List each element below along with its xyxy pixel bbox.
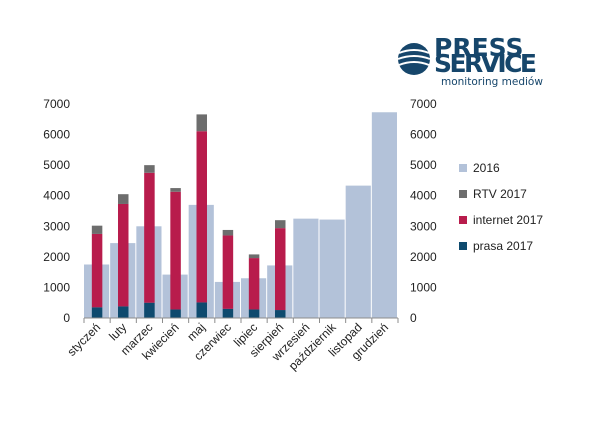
y-tick-label-left: 1000 (43, 280, 70, 294)
y-tick-label-right: 0 (410, 311, 417, 325)
bar-rtv-2017 (275, 220, 286, 229)
legend-label: 2016 (473, 161, 500, 175)
y-tick-label-right: 4000 (410, 189, 437, 203)
bar-rtv-2017 (196, 114, 207, 132)
y-tick-label-right: 7000 (410, 97, 437, 111)
bar-rtv-2017 (144, 165, 155, 173)
bar-prasa-2017 (222, 308, 234, 318)
press-service-logo: PRESS SERVICE monitoring mediów (397, 33, 543, 88)
y-tick-label-right: 6000 (410, 128, 437, 142)
globe-icon (397, 43, 431, 75)
legend-label: RTV 2017 (473, 187, 527, 201)
bar-internet-2017 (118, 203, 129, 307)
y-tick-label-left: 5000 (43, 158, 70, 172)
bar-2016 (293, 218, 319, 318)
bar-internet-2017 (222, 235, 234, 309)
legend-label: prasa 2017 (473, 239, 533, 253)
legend-swatch (459, 164, 467, 172)
bar-internet-2017 (170, 191, 181, 310)
y-tick-label-right: 1000 (410, 280, 437, 294)
left-y-axis: 0 1000 2000 3000 4000 5000 6000 7000 (43, 97, 70, 325)
x-category-label: styczeń (65, 320, 104, 359)
bar-2016 (371, 112, 397, 318)
y-tick-label-left: 7000 (43, 97, 70, 111)
bar-prasa-2017 (118, 306, 129, 318)
y-tick-label-left: 2000 (43, 250, 70, 264)
y-tick-label-right: 5000 (410, 158, 437, 172)
logo-tagline: monitoring mediów (441, 76, 543, 88)
bar-internet-2017 (91, 233, 103, 308)
logo-line-press: PRESS (434, 33, 524, 62)
bar-rtv-2017 (222, 229, 234, 236)
bar-rtv-2017 (91, 225, 103, 234)
bar-2016 (319, 219, 345, 318)
y-tick-label-left: 0 (63, 311, 70, 325)
bar-prasa-2017 (144, 302, 155, 318)
bar-prasa-2017 (248, 309, 260, 318)
bar-prasa-2017 (196, 302, 207, 318)
bar-rtv-2017 (170, 188, 181, 192)
y-tick-label-left: 4000 (43, 189, 70, 203)
logo-line-service: SERVICE (434, 49, 537, 78)
bar-prasa-2017 (170, 309, 181, 318)
bar-prasa-2017 (275, 310, 286, 318)
bar-prasa-2017 (91, 307, 103, 318)
bar-internet-2017 (144, 172, 155, 303)
legend-swatch (459, 216, 467, 224)
series-2017-stacked-bars (91, 114, 286, 318)
legend-swatch (459, 242, 467, 250)
y-tick-label-right: 3000 (410, 219, 437, 233)
legend-label: internet 2017 (473, 213, 543, 227)
bar-rtv-2017 (248, 254, 260, 259)
y-tick-label-left: 6000 (43, 128, 70, 142)
bar-2016 (345, 185, 371, 318)
y-tick-label-right: 2000 (410, 250, 437, 264)
y-tick-label-left: 3000 (43, 219, 70, 233)
bar-rtv-2017 (118, 194, 129, 204)
bar-internet-2017 (248, 258, 260, 310)
bar-internet-2017 (275, 228, 286, 311)
chart-legend: 2016 RTV 2017 internet 2017 prasa 2017 (459, 161, 543, 253)
legend-swatch (459, 190, 467, 198)
series-2016-bars (84, 112, 397, 318)
bar-internet-2017 (196, 131, 207, 303)
right-y-axis: 0 1000 2000 3000 4000 5000 6000 7000 (410, 97, 437, 325)
